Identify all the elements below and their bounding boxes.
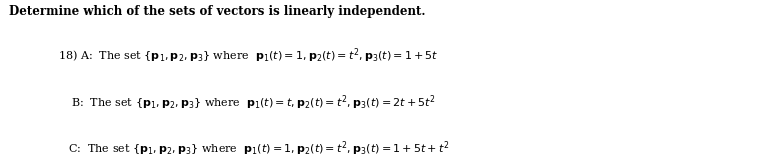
Text: B:  The set $\left\{\mathbf{p}_1, \mathbf{p}_2, \mathbf{p}_3\right\}$ where  $\m: B: The set $\left\{\mathbf{p}_1, \mathbf… bbox=[71, 93, 435, 112]
Text: 18) A:  The set $\left\{\mathbf{p}_1, \mathbf{p}_2, \mathbf{p}_3\right\}$ where : 18) A: The set $\left\{\mathbf{p}_1, \ma… bbox=[58, 46, 439, 65]
Text: C:  The set $\left\{\mathbf{p}_1, \mathbf{p}_2, \mathbf{p}_3\right\}$ where  $\m: C: The set $\left\{\mathbf{p}_1, \mathbf… bbox=[68, 139, 450, 158]
Text: Determine which of the sets of vectors is linearly independent.: Determine which of the sets of vectors i… bbox=[9, 5, 425, 18]
